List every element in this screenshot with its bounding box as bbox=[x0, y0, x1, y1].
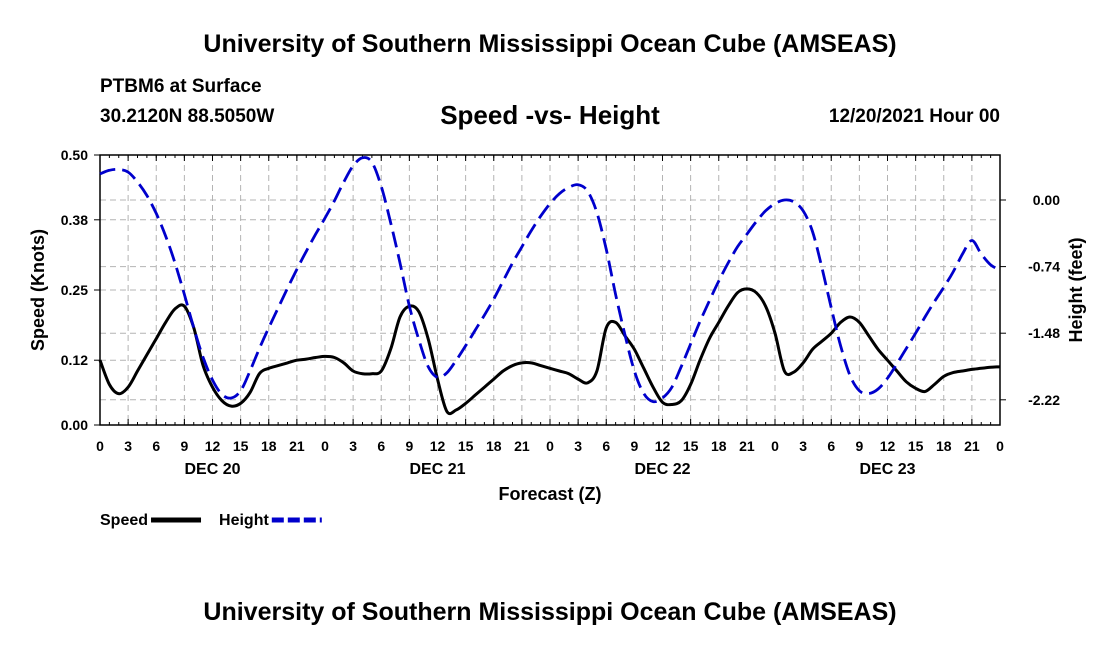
legend-label-speed: Speed bbox=[100, 512, 148, 529]
x-tick-label: 21 bbox=[514, 438, 530, 454]
x-tick-label: 12 bbox=[430, 438, 446, 454]
x-tick-label: 9 bbox=[855, 438, 863, 454]
x-tick-label: 12 bbox=[655, 438, 671, 454]
chart-title: University of Southern Mississippi Ocean… bbox=[203, 30, 897, 58]
chart-subtitle: Speed -vs- Height bbox=[440, 100, 660, 130]
x-tick-label: 0 bbox=[96, 438, 104, 454]
x-tick-label: 12 bbox=[205, 438, 221, 454]
x-tick-label: 18 bbox=[936, 438, 952, 454]
x-tick-label: 9 bbox=[630, 438, 638, 454]
x-tick-label: 6 bbox=[377, 438, 385, 454]
day-label: DEC 20 bbox=[184, 461, 240, 478]
station-label: PTBM6 at Surface bbox=[100, 76, 262, 97]
y2-tick-label: 0.00 bbox=[1033, 192, 1060, 208]
y2-tick-label: -2.22 bbox=[1028, 392, 1060, 408]
x-tick-label: 9 bbox=[405, 438, 413, 454]
y2-axis-label: Height (feet) bbox=[1066, 238, 1086, 343]
x-tick-label: 0 bbox=[546, 438, 554, 454]
x-tick-label: 6 bbox=[152, 438, 160, 454]
x-tick-label: 15 bbox=[683, 438, 699, 454]
x-tick-label: 3 bbox=[124, 438, 132, 454]
x-tick-label: 15 bbox=[458, 438, 474, 454]
x-tick-label: 18 bbox=[711, 438, 727, 454]
y-tick-label: 0.25 bbox=[61, 282, 88, 298]
x-tick-label: 18 bbox=[261, 438, 277, 454]
legend-label-height: Height bbox=[219, 512, 269, 529]
x-tick-label: 21 bbox=[289, 438, 305, 454]
y-tick-label: 0.00 bbox=[61, 417, 88, 433]
series-line-speed bbox=[98, 287, 1001, 416]
y-tick-label: 0.38 bbox=[61, 212, 88, 228]
y-axis-label: Speed (Knots) bbox=[28, 229, 48, 351]
x-tick-label: 12 bbox=[880, 438, 896, 454]
x-tick-label: 21 bbox=[964, 438, 980, 454]
x-tick-label: 15 bbox=[908, 438, 924, 454]
coordinates-label: 30.2120N 88.5050W bbox=[100, 106, 275, 127]
day-label: DEC 22 bbox=[634, 461, 690, 478]
x-tick-label: 3 bbox=[799, 438, 807, 454]
x-tick-label: 0 bbox=[321, 438, 329, 454]
x-tick-label: 21 bbox=[739, 438, 755, 454]
x-tick-label: 3 bbox=[574, 438, 582, 454]
day-label: DEC 21 bbox=[409, 461, 465, 478]
forecast-datetime: 12/20/2021 Hour 00 bbox=[828, 106, 1000, 127]
x-axis-label: Forecast (Z) bbox=[498, 484, 601, 504]
x-tick-label: 6 bbox=[827, 438, 835, 454]
x-tick-label: 0 bbox=[996, 438, 1004, 454]
y-tick-label: 0.12 bbox=[61, 352, 88, 368]
x-tick-label: 3 bbox=[349, 438, 357, 454]
footer-title: University of Southern Mississippi Ocean… bbox=[203, 598, 897, 626]
y-tick-label: 0.50 bbox=[61, 147, 88, 163]
x-tick-label: 6 bbox=[602, 438, 610, 454]
y2-tick-label: -1.48 bbox=[1028, 325, 1060, 341]
x-tick-label: 18 bbox=[486, 438, 502, 454]
x-tick-label: 9 bbox=[180, 438, 188, 454]
x-tick-label: 15 bbox=[233, 438, 249, 454]
x-tick-label: 0 bbox=[771, 438, 779, 454]
day-label: DEC 23 bbox=[859, 461, 915, 478]
y2-tick-label: -0.74 bbox=[1028, 259, 1060, 275]
